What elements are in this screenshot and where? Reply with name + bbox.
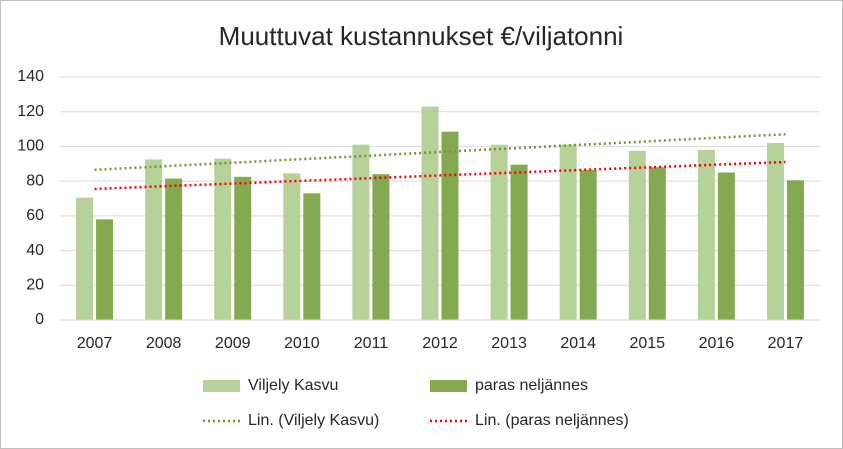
trend-line (94, 160, 786, 191)
trend-line (94, 133, 786, 172)
y-tick-label: 100 (17, 138, 44, 155)
y-tick-label: 20 (26, 277, 44, 294)
x-tick-label: 2011 (354, 335, 389, 352)
bar (766, 142, 784, 320)
bar (786, 180, 804, 320)
bar (648, 167, 666, 320)
bar (303, 193, 321, 320)
bar (628, 150, 646, 320)
x-tick-label: 2015 (629, 335, 665, 352)
bar (234, 176, 252, 320)
bar (490, 144, 508, 320)
x-tick-label: 2013 (491, 335, 527, 352)
x-tick-label: 2007 (77, 335, 113, 352)
y-tick-label: 40 (26, 242, 44, 259)
x-tick-label: 2014 (560, 335, 596, 352)
legend-label: Lin. (Viljely Kasvu) (248, 412, 379, 429)
x-tick-label: 2010 (284, 335, 320, 352)
y-tick-label: 60 (26, 207, 44, 224)
bar (697, 149, 715, 320)
bar (165, 178, 183, 320)
x-tick-label: 2017 (768, 335, 804, 352)
chart-title: Muuttuvat kustannukset €/viljatonni (219, 21, 624, 51)
bar (441, 131, 459, 320)
bar (214, 158, 232, 320)
x-tick-label: 2009 (215, 335, 251, 352)
y-tick-label: 120 (17, 103, 44, 120)
y-tick-label: 0 (35, 311, 44, 328)
bar (96, 219, 114, 320)
bar (145, 159, 163, 320)
y-tick-label: 140 (17, 68, 44, 85)
legend-label: paras neljännes (475, 377, 588, 394)
bar (372, 174, 390, 320)
bar (559, 144, 577, 320)
bar (421, 106, 439, 320)
y-tick-label: 80 (26, 172, 44, 189)
bar (717, 172, 735, 320)
legend-label: Lin. (paras neljännes) (475, 412, 629, 429)
x-tick-label: 2012 (422, 335, 458, 352)
x-tick-label: 2016 (699, 335, 735, 352)
bar (352, 144, 370, 320)
bar (510, 164, 528, 320)
bar (579, 169, 597, 320)
legend-swatch (203, 380, 240, 392)
bar (76, 197, 94, 320)
legend-label: Viljely Kasvu (248, 377, 338, 394)
x-tick-label: 2008 (146, 335, 182, 352)
legend-swatch (430, 380, 467, 392)
bar (283, 173, 301, 320)
